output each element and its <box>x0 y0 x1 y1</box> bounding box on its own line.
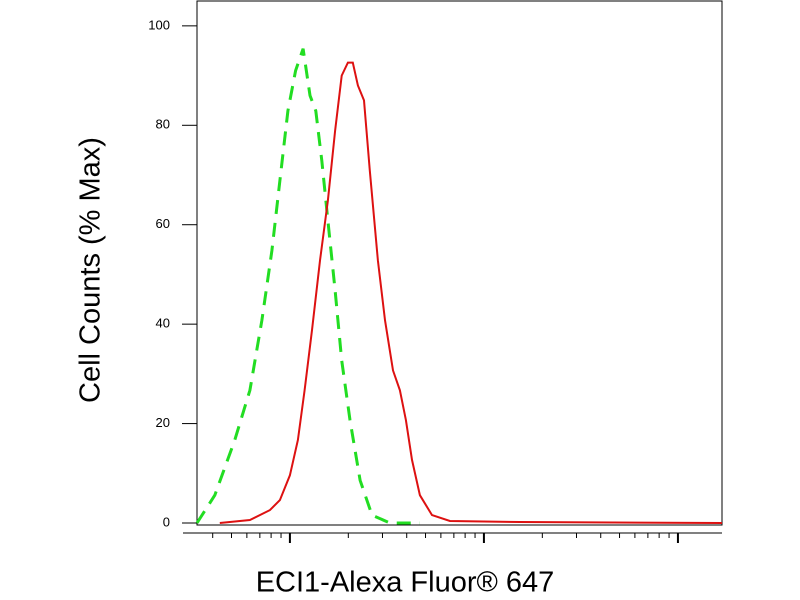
y-tick-label: 80 <box>156 117 170 132</box>
y-tick-label: 40 <box>156 316 170 331</box>
histogram-line <box>219 61 723 524</box>
x-axis-title: ECI1-Alexa Fluor® 647 <box>256 567 555 599</box>
y-tick-label: 60 <box>156 216 170 231</box>
y-tick-label: 20 <box>156 415 170 430</box>
y-axis-title: Cell Counts (% Max) <box>75 137 107 403</box>
histogram-line <box>195 48 420 525</box>
plot-frame <box>196 0 723 526</box>
y-tick-label: 0 <box>163 514 170 529</box>
y-tick-label: 100 <box>148 17 170 32</box>
